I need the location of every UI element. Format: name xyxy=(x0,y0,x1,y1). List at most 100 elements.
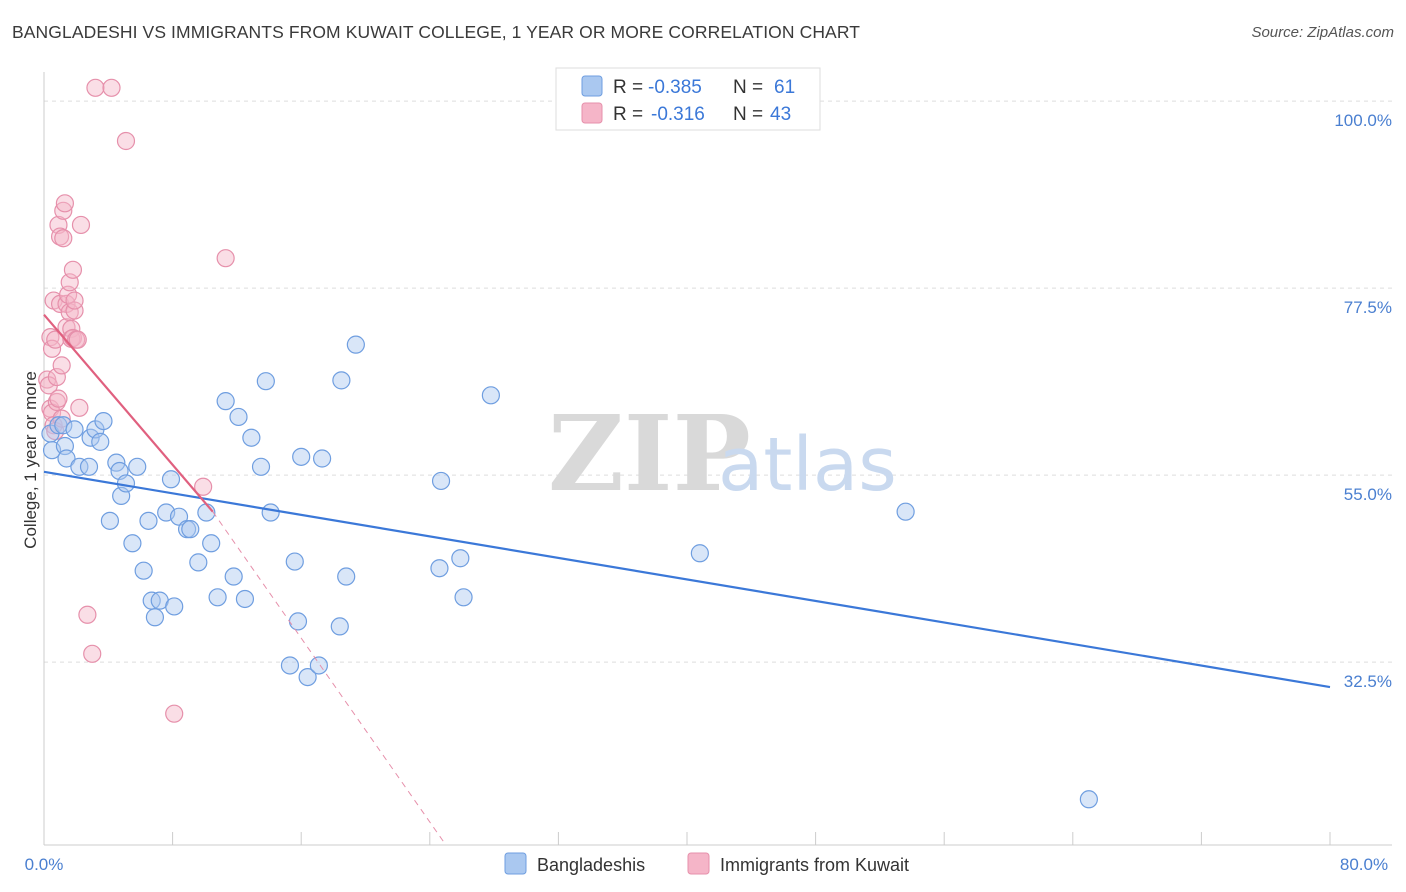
bangladeshi-point xyxy=(256,372,275,391)
kuwait-point xyxy=(52,356,71,375)
kuwait-point xyxy=(54,229,73,248)
y-axis-label: College, 1 year or more xyxy=(21,371,40,549)
series-kuwait-points xyxy=(38,78,235,723)
bangladeshi-point xyxy=(330,617,349,636)
kuwait-point xyxy=(68,330,87,349)
bangladeshi-point xyxy=(332,371,351,390)
bangladeshi-point xyxy=(139,511,158,530)
y-tick-label: 77.5% xyxy=(1344,298,1392,317)
kuwait-point xyxy=(65,301,84,320)
bangladeshi-point xyxy=(261,503,280,522)
bottom-legend-swatch-blue xyxy=(504,852,527,875)
bangladeshi-point xyxy=(128,457,147,476)
legend-r-label-2: R = xyxy=(613,104,643,125)
bangladeshi-point xyxy=(454,588,473,607)
bottom-legend: Bangladeshis Immigrants from Kuwait xyxy=(504,852,909,875)
bangladeshi-point xyxy=(235,589,255,609)
kuwait-point xyxy=(63,260,83,279)
kuwait-point xyxy=(86,78,105,97)
kuwait-point xyxy=(83,644,102,663)
y-tick-labels: 100.0% 77.5% 55.0% 32.5% xyxy=(1334,111,1392,691)
legend: R = -0.385 N = 61 R = -0.316 N = 43 xyxy=(555,67,821,131)
bottom-legend-swatch-pink xyxy=(687,852,710,875)
bangladeshi-point xyxy=(285,552,304,571)
bangladeshi-point xyxy=(288,612,308,631)
bangladeshi-point xyxy=(224,567,243,586)
legend-swatch-blue xyxy=(581,75,603,97)
grid-lines xyxy=(44,100,1392,663)
kuwait-point xyxy=(102,78,121,97)
bangladeshi-point xyxy=(242,428,261,447)
bottom-legend-label-kuwait: Immigrants from Kuwait xyxy=(720,855,909,875)
kuwait-point xyxy=(62,319,81,338)
bangladeshi-trend-line xyxy=(43,470,1331,689)
bangladeshi-point xyxy=(298,668,317,687)
x-tick-label-min: 0.0% xyxy=(25,855,64,874)
bangladeshi-point xyxy=(181,520,200,539)
kuwait-point xyxy=(194,477,213,496)
bangladeshi-point xyxy=(337,567,356,586)
kuwait-point xyxy=(78,605,97,624)
bangladeshi-point xyxy=(54,416,73,435)
kuwait-point xyxy=(116,131,136,151)
legend-n-value-2: 43 xyxy=(770,104,791,125)
chart-title: BANGLADESHI VS IMMIGRANTS FROM KUWAIT CO… xyxy=(12,22,861,42)
kuwait-point xyxy=(54,201,73,220)
kuwait-point xyxy=(46,330,65,349)
kuwait-point xyxy=(70,398,89,417)
bangladeshi-point xyxy=(91,432,110,451)
bangladeshi-point xyxy=(123,534,142,553)
bangladeshi-point xyxy=(251,457,271,476)
bangladeshi-point xyxy=(165,597,184,616)
watermark: ZIP atlas xyxy=(548,392,897,515)
bangladeshi-point xyxy=(280,656,300,675)
bangladeshi-point xyxy=(309,656,328,675)
y-tick-label: 100.0% xyxy=(1334,111,1392,130)
kuwait-point xyxy=(49,389,68,408)
kuwait-point xyxy=(47,367,66,387)
x-tick-marks xyxy=(172,832,1331,845)
legend-n-label-1: N = xyxy=(733,77,763,98)
bangladeshi-point xyxy=(312,449,332,468)
bangladeshi-point xyxy=(481,386,500,405)
kuwait-trend-extension xyxy=(212,511,447,846)
bangladeshi-point xyxy=(134,561,153,580)
trend-lines xyxy=(43,313,1331,846)
bangladeshi-point xyxy=(100,511,120,530)
legend-n-label-2: N = xyxy=(733,104,763,125)
bangladeshi-point xyxy=(65,420,84,439)
bangladeshi-point xyxy=(431,471,451,491)
kuwait-point xyxy=(55,194,74,213)
bangladeshi-point xyxy=(690,544,709,563)
axes: College, 1 year or more 0.0% 80.0% xyxy=(21,72,1392,874)
kuwait-point xyxy=(65,291,84,310)
kuwait-point xyxy=(41,328,60,347)
bangladeshi-point xyxy=(161,470,181,489)
bangladeshi-point xyxy=(451,549,470,568)
bangladeshi-point xyxy=(189,553,208,572)
x-tick-label-max: 80.0% xyxy=(1340,855,1388,874)
watermark-atlas: atlas xyxy=(718,422,897,508)
series-bangladeshi-points xyxy=(41,335,1098,809)
legend-r-value-2: -0.316 xyxy=(651,104,705,125)
bangladeshi-point xyxy=(57,449,76,468)
kuwait-point xyxy=(50,227,70,246)
y-tick-label: 32.5% xyxy=(1344,672,1392,691)
bangladeshi-point xyxy=(70,457,89,476)
bangladeshi-point xyxy=(216,392,235,411)
kuwait-point xyxy=(165,704,184,723)
bangladeshi-point xyxy=(292,447,311,466)
bangladeshi-point xyxy=(79,457,99,476)
bangladeshi-point xyxy=(197,503,216,522)
legend-r-value-1: -0.385 xyxy=(648,77,702,98)
kuwait-point xyxy=(216,249,235,268)
bangladeshi-point xyxy=(145,608,165,627)
kuwait-point xyxy=(71,215,91,235)
legend-r-label-1: R = xyxy=(613,77,643,98)
bangladeshi-point xyxy=(202,534,221,553)
bangladeshi-point xyxy=(346,335,365,354)
y-tick-label: 55.0% xyxy=(1344,485,1392,504)
source-credit: Source: ZipAtlas.com xyxy=(1251,24,1394,41)
watermark-zip: ZIP xyxy=(548,392,751,515)
